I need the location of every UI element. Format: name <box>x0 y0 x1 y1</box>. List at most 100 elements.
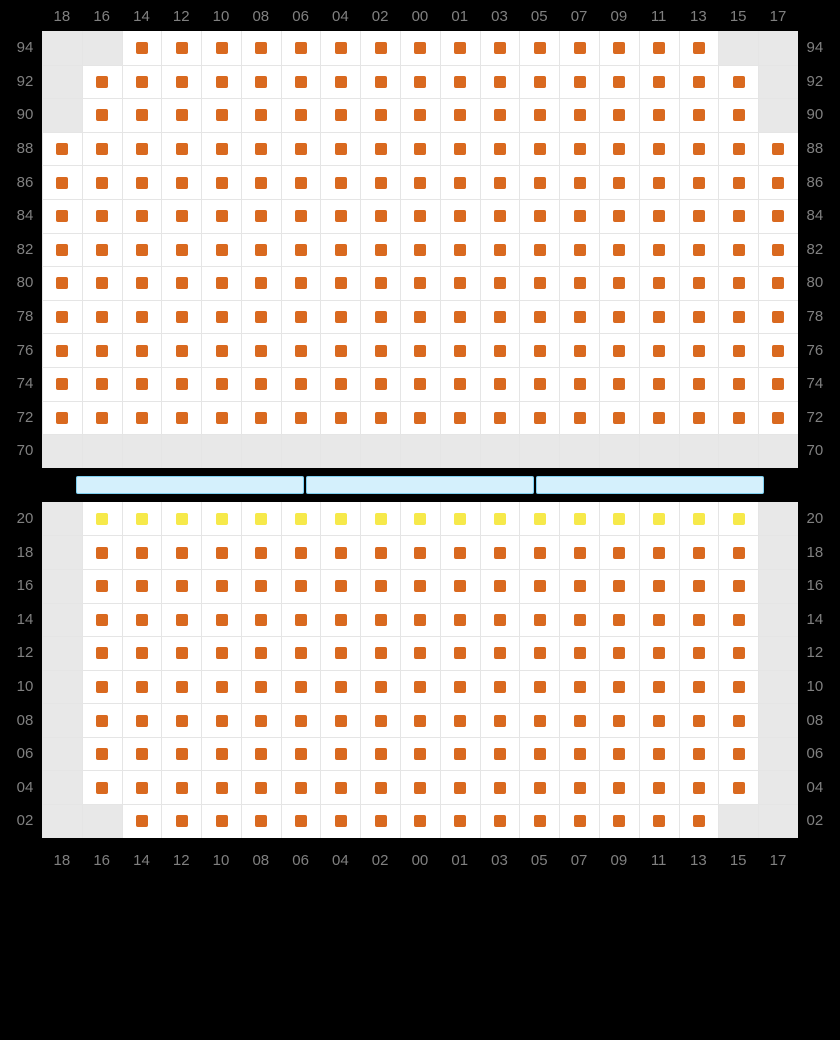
seat[interactable] <box>320 65 360 99</box>
seat[interactable] <box>599 804 639 838</box>
seat[interactable] <box>480 401 520 435</box>
seat[interactable] <box>360 233 400 267</box>
seat[interactable] <box>480 569 520 603</box>
seat[interactable] <box>400 65 440 99</box>
seat[interactable] <box>679 569 719 603</box>
seat[interactable] <box>599 367 639 401</box>
seat[interactable] <box>718 502 758 536</box>
seat[interactable] <box>201 199 241 233</box>
seat[interactable] <box>679 98 719 132</box>
seat[interactable] <box>82 300 122 334</box>
seat[interactable] <box>320 165 360 199</box>
seat[interactable] <box>320 31 360 65</box>
seat[interactable] <box>599 401 639 435</box>
seat[interactable] <box>519 65 559 99</box>
seat[interactable] <box>82 569 122 603</box>
seat[interactable] <box>320 670 360 704</box>
seat[interactable] <box>320 199 360 233</box>
seat[interactable] <box>639 300 679 334</box>
seat[interactable] <box>161 804 201 838</box>
seat[interactable] <box>201 132 241 166</box>
seat[interactable] <box>201 31 241 65</box>
seat[interactable] <box>400 165 440 199</box>
seat[interactable] <box>440 233 480 267</box>
seat[interactable] <box>122 804 162 838</box>
seat[interactable] <box>599 703 639 737</box>
seat[interactable] <box>122 636 162 670</box>
seat[interactable] <box>161 401 201 435</box>
seat[interactable] <box>201 502 241 536</box>
seat[interactable] <box>480 703 520 737</box>
seat[interactable] <box>241 199 281 233</box>
seat[interactable] <box>440 703 480 737</box>
seat[interactable] <box>82 770 122 804</box>
seat[interactable] <box>718 233 758 267</box>
seat[interactable] <box>201 569 241 603</box>
seat[interactable] <box>320 401 360 435</box>
seat[interactable] <box>281 770 321 804</box>
seat[interactable] <box>82 737 122 771</box>
seat[interactable] <box>201 266 241 300</box>
seat[interactable] <box>82 132 122 166</box>
seat[interactable] <box>122 98 162 132</box>
seat[interactable] <box>599 535 639 569</box>
seat[interactable] <box>718 670 758 704</box>
seat[interactable] <box>559 98 599 132</box>
seat[interactable] <box>519 670 559 704</box>
seat[interactable] <box>519 333 559 367</box>
seat[interactable] <box>758 300 798 334</box>
seat[interactable] <box>161 703 201 737</box>
seat[interactable] <box>440 65 480 99</box>
seat[interactable] <box>718 199 758 233</box>
seat[interactable] <box>559 132 599 166</box>
seat[interactable] <box>480 165 520 199</box>
seat[interactable] <box>559 703 599 737</box>
seat[interactable] <box>480 804 520 838</box>
seat[interactable] <box>281 670 321 704</box>
seat[interactable] <box>639 703 679 737</box>
seat[interactable] <box>639 737 679 771</box>
seat[interactable] <box>679 737 719 771</box>
seat[interactable] <box>440 603 480 637</box>
seat[interactable] <box>360 333 400 367</box>
seat[interactable] <box>679 65 719 99</box>
seat[interactable] <box>241 367 281 401</box>
seat[interactable] <box>519 165 559 199</box>
seat[interactable] <box>718 65 758 99</box>
seat[interactable] <box>320 636 360 670</box>
seat[interactable] <box>599 199 639 233</box>
seat[interactable] <box>599 502 639 536</box>
seat[interactable] <box>440 31 480 65</box>
seat[interactable] <box>519 603 559 637</box>
seat[interactable] <box>161 233 201 267</box>
seat[interactable] <box>42 300 82 334</box>
seat[interactable] <box>718 535 758 569</box>
seat[interactable] <box>161 31 201 65</box>
seat[interactable] <box>281 65 321 99</box>
seat[interactable] <box>440 132 480 166</box>
seat[interactable] <box>42 333 82 367</box>
seat[interactable] <box>519 300 559 334</box>
seat[interactable] <box>42 233 82 267</box>
seat[interactable] <box>82 199 122 233</box>
seat[interactable] <box>360 703 400 737</box>
seat[interactable] <box>559 401 599 435</box>
seat[interactable] <box>599 300 639 334</box>
seat[interactable] <box>400 670 440 704</box>
seat[interactable] <box>679 502 719 536</box>
seat[interactable] <box>360 569 400 603</box>
seat[interactable] <box>320 98 360 132</box>
seat[interactable] <box>360 165 400 199</box>
seat[interactable] <box>679 367 719 401</box>
seat[interactable] <box>559 737 599 771</box>
seat[interactable] <box>440 569 480 603</box>
seat[interactable] <box>718 569 758 603</box>
seat[interactable] <box>679 670 719 704</box>
seat[interactable] <box>241 165 281 199</box>
seat[interactable] <box>559 165 599 199</box>
seat[interactable] <box>440 670 480 704</box>
seat[interactable] <box>400 333 440 367</box>
seat[interactable] <box>122 233 162 267</box>
seat[interactable] <box>440 333 480 367</box>
seat[interactable] <box>320 367 360 401</box>
